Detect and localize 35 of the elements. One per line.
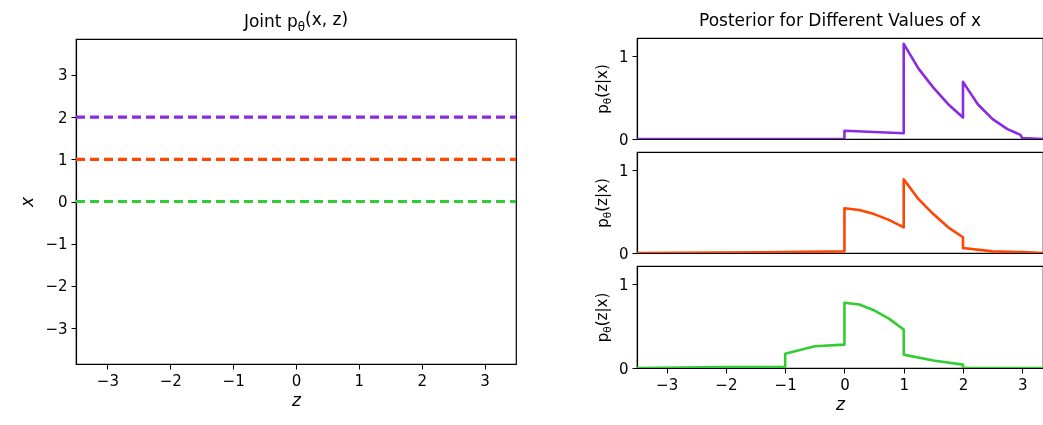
y-tick-label: 1	[618, 275, 629, 294]
y-tick-label: 0	[57, 193, 68, 211]
x-tick-label: −1	[222, 371, 245, 390]
y-tick-label: 1	[618, 47, 629, 66]
y-tick-label: 1	[57, 150, 68, 169]
x-tick-label: −3	[656, 375, 679, 394]
x-tick-label: 2	[417, 371, 427, 390]
x-axis-title: z	[835, 393, 847, 414]
y-tick-label: 0	[618, 359, 629, 378]
y-tick-label: 2	[57, 108, 68, 127]
y-tick-label: −3	[45, 319, 68, 338]
x-tick-label: −3	[96, 371, 119, 390]
y-tick-label: 1	[618, 161, 629, 180]
chart-title: Joint p$_{θ}$(x, z)	[242, 9, 349, 34]
x-tick-label: 0	[840, 375, 850, 394]
y-tick-label: −2	[45, 277, 68, 296]
x-tick-label: 0	[291, 371, 302, 390]
x-tick-label: −2	[715, 375, 738, 394]
x-tick-label: 1	[899, 375, 909, 394]
chart-title: Posterior for Different Values of x	[698, 10, 982, 30]
line-series	[637, 301, 1043, 368]
y-axis-title: x	[17, 196, 38, 209]
x-tick-label: 2	[958, 375, 969, 394]
x-axis-title: z	[291, 389, 303, 410]
x-tick-label: 1	[354, 371, 365, 390]
y-tick-label: 3	[57, 66, 68, 85]
line-series	[637, 42, 1043, 139]
line-series	[637, 178, 1043, 253]
x-tick-label: 3	[1017, 375, 1028, 394]
y-tick-label: 0	[618, 130, 629, 149]
x-tick-label: −1	[774, 375, 797, 394]
y-tick-label: 0	[618, 244, 629, 263]
x-tick-label: 3	[480, 371, 490, 390]
x-tick-label: −2	[159, 371, 182, 390]
y-tick-label: −1	[45, 235, 68, 254]
